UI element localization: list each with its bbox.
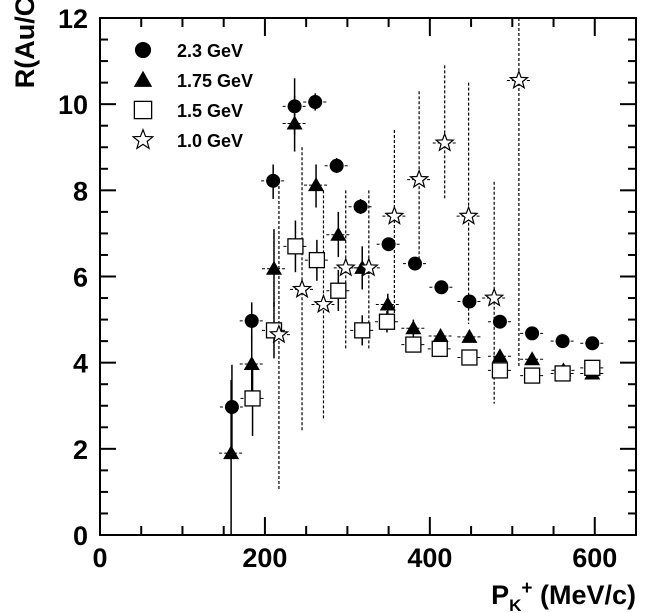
marker-circle	[585, 336, 600, 351]
marker-triangle	[308, 177, 325, 192]
marker-star	[335, 257, 356, 277]
x-tick-label: 0	[92, 543, 107, 573]
marker-circle	[287, 99, 302, 114]
marker-square	[405, 336, 422, 353]
marker-circle	[555, 334, 570, 349]
x-tick-label: 200	[242, 543, 287, 573]
x-axis-title-superscript: +	[521, 578, 532, 599]
marker-circle	[492, 314, 507, 329]
marker-square	[554, 365, 571, 382]
legend-label: 1.5 GeV	[177, 101, 243, 121]
marker-circle	[134, 41, 152, 59]
marker-square	[133, 100, 153, 120]
marker-triangle	[243, 355, 260, 370]
marker-triangle	[330, 226, 347, 241]
marker-star	[434, 132, 455, 152]
marker-circle	[308, 95, 323, 110]
y-tick-label: 6	[73, 263, 88, 293]
marker-triangle	[524, 351, 541, 366]
marker-star	[268, 323, 290, 344]
data-markers	[223, 69, 601, 460]
marker-triangle	[491, 348, 508, 363]
error-bars	[219, 18, 605, 535]
x-axis-title-main: P	[491, 580, 509, 610]
y-tick-label: 8	[73, 176, 88, 206]
axis-ticks	[99, 17, 637, 536]
x-axis-title: PK+ (MeV/c)	[491, 578, 636, 613]
x-axis-title-subscript: K	[509, 596, 522, 613]
marker-circle	[434, 280, 449, 295]
marker-star	[408, 168, 430, 189]
marker-square	[330, 282, 347, 299]
marker-circle	[353, 199, 368, 214]
y-tick-label: 2	[73, 435, 88, 465]
marker-star	[291, 278, 313, 299]
x-tick-label: 400	[407, 543, 452, 573]
marker-circle	[381, 237, 396, 252]
marker-star	[358, 257, 379, 277]
legend: 2.3 GeV 1.75 GeV 1.5 GeV 1.0 GeV	[131, 41, 253, 151]
marker-circle	[266, 173, 281, 188]
y-tick-label: 12	[58, 4, 88, 34]
marker-square	[354, 322, 371, 339]
marker-triangle	[223, 445, 240, 460]
axis-tick-labels: 0 200 400 600 0 2 4 6 8 10 12	[58, 4, 617, 573]
marker-square	[431, 340, 448, 358]
marker-triangle	[265, 260, 282, 275]
marker-square	[378, 313, 396, 330]
marker-triangle	[461, 328, 478, 343]
marker-circle	[525, 326, 540, 341]
marker-triangle	[432, 327, 449, 342]
marker-star	[508, 69, 530, 90]
marker-circle	[224, 400, 239, 415]
marker-star	[313, 293, 334, 314]
marker-square	[244, 390, 261, 407]
x-axis-title-unit: (MeV/c)	[532, 580, 636, 610]
marker-star	[458, 205, 479, 225]
marker-star	[131, 127, 155, 150]
legend-label: 2.3 GeV	[177, 41, 243, 61]
y-tick-label: 4	[73, 349, 88, 379]
marker-square	[584, 359, 601, 376]
legend-label: 1.0 GeV	[177, 131, 243, 151]
marker-square	[461, 349, 478, 366]
plot-frame	[99, 17, 637, 536]
marker-circle	[329, 158, 344, 173]
marker-triangle	[133, 70, 153, 87]
marker-star	[483, 287, 505, 307]
marker-square	[491, 362, 509, 379]
y-axis-title: R(Au/C)	[10, 0, 40, 88]
marker-triangle	[405, 320, 422, 335]
y-tick-label: 10	[58, 90, 88, 120]
marker-circle	[408, 256, 423, 271]
marker-triangle	[379, 296, 396, 311]
legend-label: 1.75 GeV	[177, 71, 253, 91]
marker-triangle	[286, 115, 303, 130]
marker-circle	[462, 294, 477, 309]
marker-circle	[244, 313, 259, 328]
y-tick-label: 0	[73, 521, 88, 551]
marker-square	[287, 238, 304, 255]
marker-square	[523, 367, 541, 384]
marker-square	[308, 251, 326, 269]
x-tick-label: 600	[572, 543, 617, 573]
marker-star	[384, 205, 405, 225]
